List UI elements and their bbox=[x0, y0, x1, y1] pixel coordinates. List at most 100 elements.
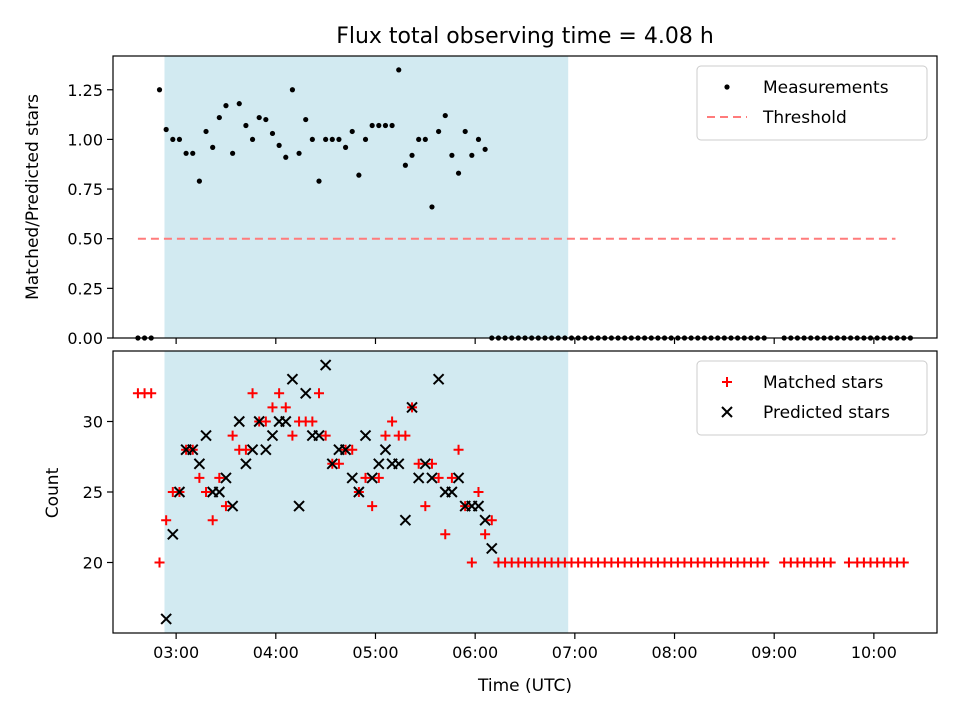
data-point bbox=[462, 128, 468, 135]
data-point bbox=[429, 204, 435, 210]
data-point bbox=[194, 472, 205, 483]
data-point bbox=[276, 142, 282, 148]
data-point bbox=[269, 130, 276, 137]
data-point bbox=[366, 472, 378, 484]
data-point bbox=[320, 430, 331, 441]
data-point bbox=[898, 557, 909, 568]
legend-swatch bbox=[722, 377, 732, 387]
y-axis-label-count: Count bbox=[43, 467, 63, 518]
data-point bbox=[296, 150, 302, 156]
data-point bbox=[303, 116, 309, 123]
data-point bbox=[469, 152, 475, 158]
data-point bbox=[280, 402, 291, 413]
data-point bbox=[260, 443, 272, 456]
y-tick-label: 0.50 bbox=[67, 230, 103, 249]
data-point bbox=[453, 444, 464, 455]
data-point bbox=[436, 128, 442, 135]
data-point bbox=[249, 136, 256, 143]
legend-label: Predicted stars bbox=[763, 403, 890, 423]
data-point bbox=[207, 515, 218, 526]
data-point bbox=[466, 557, 477, 568]
data-point bbox=[446, 486, 458, 498]
data-point bbox=[367, 501, 378, 512]
data-point bbox=[253, 415, 265, 428]
data-point bbox=[274, 388, 285, 399]
data-point bbox=[183, 150, 189, 156]
data-point bbox=[426, 458, 437, 469]
data-point bbox=[323, 136, 329, 143]
data-point bbox=[227, 430, 238, 441]
data-point bbox=[167, 528, 179, 541]
data-point bbox=[339, 443, 352, 456]
bottom-panel: 20 25 30 03:00 04:00 05:00 06:00 07:00 08:00 09:0… bbox=[83, 350, 938, 662]
data-point bbox=[446, 472, 457, 483]
data-point bbox=[216, 114, 222, 121]
data-point bbox=[201, 487, 212, 497]
data-point bbox=[193, 458, 206, 470]
data-point bbox=[380, 430, 391, 441]
data-point bbox=[426, 472, 438, 484]
data-point bbox=[402, 162, 408, 168]
data-point bbox=[416, 136, 422, 143]
data-point bbox=[263, 116, 269, 123]
data-point bbox=[213, 486, 226, 498]
data-point bbox=[300, 387, 312, 400]
data-point bbox=[176, 136, 183, 143]
data-point bbox=[267, 402, 278, 413]
data-point bbox=[203, 128, 209, 135]
data-point bbox=[442, 112, 448, 119]
data-point bbox=[373, 458, 385, 470]
data-point bbox=[347, 444, 358, 455]
data-point bbox=[196, 178, 202, 184]
data-point bbox=[210, 144, 216, 150]
data-point bbox=[419, 458, 432, 470]
y-tick-label: 30 bbox=[83, 413, 103, 432]
data-point bbox=[360, 472, 371, 483]
data-point bbox=[283, 154, 289, 160]
data-point bbox=[349, 128, 355, 135]
data-point bbox=[362, 136, 369, 143]
data-point bbox=[329, 136, 335, 143]
x-tick-label: 06:00 bbox=[452, 643, 498, 662]
data-point bbox=[440, 529, 451, 540]
series-predicted-stars bbox=[160, 359, 498, 625]
data-point bbox=[314, 388, 324, 399]
legend: Matched stars Predicted stars bbox=[696, 360, 928, 436]
y-tick-label: 1.25 bbox=[67, 81, 103, 100]
data-point bbox=[200, 429, 212, 442]
data-point bbox=[280, 415, 292, 428]
data-point bbox=[486, 515, 497, 526]
x-tick-label: 05:00 bbox=[352, 643, 398, 662]
data-point bbox=[389, 122, 395, 129]
data-point bbox=[393, 458, 405, 470]
x-tick-label: 08:00 bbox=[651, 643, 697, 662]
axes-frame bbox=[112, 55, 938, 339]
data-point bbox=[326, 458, 338, 470]
data-point bbox=[287, 430, 298, 441]
y-tick-label: 20 bbox=[83, 554, 103, 573]
x-tick-label: 09:00 bbox=[751, 643, 797, 662]
y-axis-label-ratio: Matched/Predicted stars bbox=[23, 94, 43, 300]
data-point bbox=[187, 443, 199, 456]
data-point bbox=[373, 472, 384, 483]
data-point bbox=[161, 515, 172, 526]
data-point bbox=[420, 501, 431, 512]
data-point bbox=[240, 458, 252, 470]
data-point bbox=[346, 472, 358, 484]
data-point bbox=[220, 501, 231, 512]
data-point bbox=[160, 613, 172, 625]
data-point bbox=[246, 443, 259, 456]
data-point bbox=[236, 101, 242, 107]
data-point bbox=[356, 172, 362, 178]
data-point bbox=[449, 152, 455, 158]
legend-label: Matched stars bbox=[763, 373, 883, 393]
data-point bbox=[369, 122, 375, 129]
data-point bbox=[409, 152, 415, 158]
data-point bbox=[243, 122, 249, 129]
data-point bbox=[359, 429, 372, 442]
legend-label: Threshold bbox=[762, 108, 847, 128]
legend-box bbox=[696, 360, 928, 436]
data-point bbox=[479, 514, 491, 526]
data-point bbox=[307, 416, 318, 427]
top-panel: 0.00 0.25 0.50 0.75 1.00 1.25 Measurements Thre… bbox=[67, 55, 938, 348]
